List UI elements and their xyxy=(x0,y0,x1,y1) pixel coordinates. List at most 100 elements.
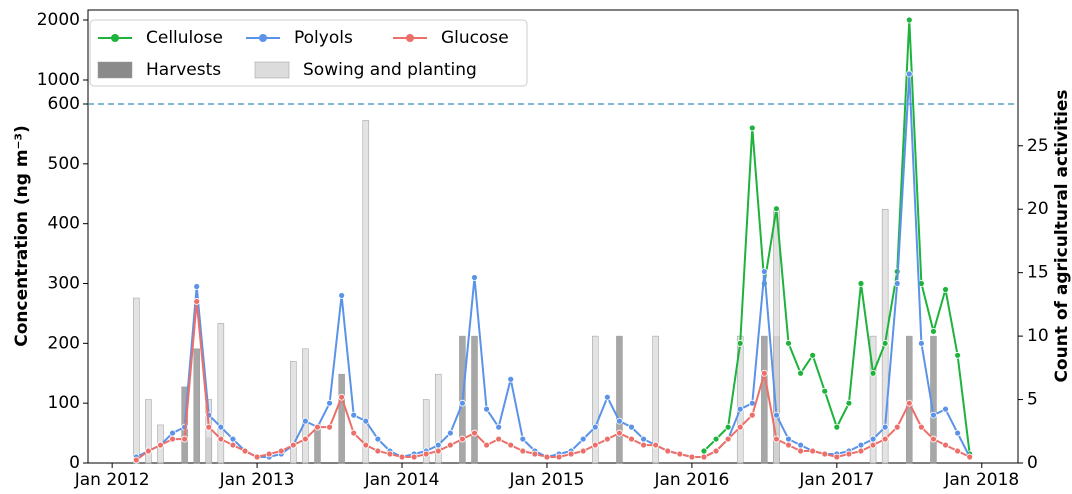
point xyxy=(483,441,490,449)
point xyxy=(712,447,720,455)
x-tick-label: Jan 2017 xyxy=(798,470,874,490)
x-tick-label: Jan 2016 xyxy=(653,470,729,490)
point xyxy=(857,447,865,455)
point xyxy=(845,450,853,458)
point xyxy=(603,393,611,401)
point xyxy=(700,453,708,461)
y2-axis-label: Count of agricultural activities xyxy=(1052,89,1072,382)
legend-marker xyxy=(259,34,267,42)
point xyxy=(181,435,189,443)
bar xyxy=(302,348,309,464)
point xyxy=(809,447,817,455)
point xyxy=(253,453,261,461)
point xyxy=(495,435,503,443)
point xyxy=(350,411,358,419)
y-tick-label: 400 xyxy=(48,214,80,234)
point xyxy=(785,441,792,449)
point xyxy=(483,405,490,413)
point xyxy=(229,441,237,449)
point xyxy=(603,435,611,443)
point xyxy=(205,423,213,431)
point xyxy=(434,441,442,449)
point xyxy=(760,268,768,275)
point xyxy=(229,435,237,443)
point xyxy=(748,411,756,419)
point xyxy=(905,70,913,78)
y2-tick-label: 20 xyxy=(1027,199,1049,219)
legend-label: Polyols xyxy=(294,28,353,48)
point xyxy=(736,423,744,431)
point xyxy=(495,423,503,431)
bar xyxy=(761,335,768,464)
point xyxy=(712,435,720,443)
point xyxy=(917,423,925,431)
y2-tick-label: 10 xyxy=(1027,326,1049,346)
x-tick-label: Jan 2018 xyxy=(943,470,1019,490)
point xyxy=(954,429,962,437)
point xyxy=(942,286,949,293)
point xyxy=(616,429,623,437)
y2-tick-label: 15 xyxy=(1027,263,1049,283)
x-tick-label: Jan 2014 xyxy=(364,470,440,490)
point xyxy=(785,339,792,347)
point xyxy=(954,351,962,359)
point xyxy=(302,417,309,425)
point xyxy=(652,441,660,449)
point xyxy=(446,429,454,437)
plot-frame xyxy=(87,9,1019,464)
bar xyxy=(290,361,297,464)
point xyxy=(773,205,780,213)
y2-tick-label: 25 xyxy=(1027,136,1049,156)
point xyxy=(193,283,201,290)
point xyxy=(700,447,708,455)
point xyxy=(881,435,889,443)
point xyxy=(157,441,164,449)
point xyxy=(640,441,647,449)
point xyxy=(905,399,913,407)
point xyxy=(845,399,853,407)
point xyxy=(410,453,418,461)
point xyxy=(724,435,732,443)
point xyxy=(881,423,889,431)
point xyxy=(773,435,780,443)
point xyxy=(833,453,841,461)
legend-label: Cellulose xyxy=(146,28,223,48)
point xyxy=(809,351,817,359)
bar xyxy=(881,208,889,464)
point xyxy=(446,441,454,449)
point xyxy=(579,447,587,455)
bar xyxy=(338,373,345,464)
y-tick-label: 500 xyxy=(48,154,80,174)
point xyxy=(724,423,732,431)
bar xyxy=(906,335,913,464)
point xyxy=(869,369,877,377)
point xyxy=(905,16,913,24)
bar xyxy=(652,335,659,464)
point xyxy=(616,417,623,425)
bar xyxy=(592,335,599,464)
point xyxy=(459,399,466,407)
bar xyxy=(314,424,321,464)
point xyxy=(169,435,176,443)
bar xyxy=(217,323,225,464)
point xyxy=(302,435,309,443)
point xyxy=(869,441,877,449)
point xyxy=(326,423,333,431)
bar xyxy=(616,335,623,464)
point xyxy=(579,435,587,443)
point xyxy=(459,435,466,443)
point xyxy=(567,450,575,458)
point xyxy=(555,453,563,461)
point xyxy=(591,423,599,431)
series-line xyxy=(135,301,971,461)
legend-marker xyxy=(111,34,119,42)
point xyxy=(881,339,889,347)
point xyxy=(760,369,768,377)
y-tick-label: 600 xyxy=(48,94,80,114)
point xyxy=(797,447,804,455)
point xyxy=(954,447,962,455)
point xyxy=(688,453,696,461)
point xyxy=(326,399,333,407)
point xyxy=(338,292,346,299)
point xyxy=(277,447,285,455)
